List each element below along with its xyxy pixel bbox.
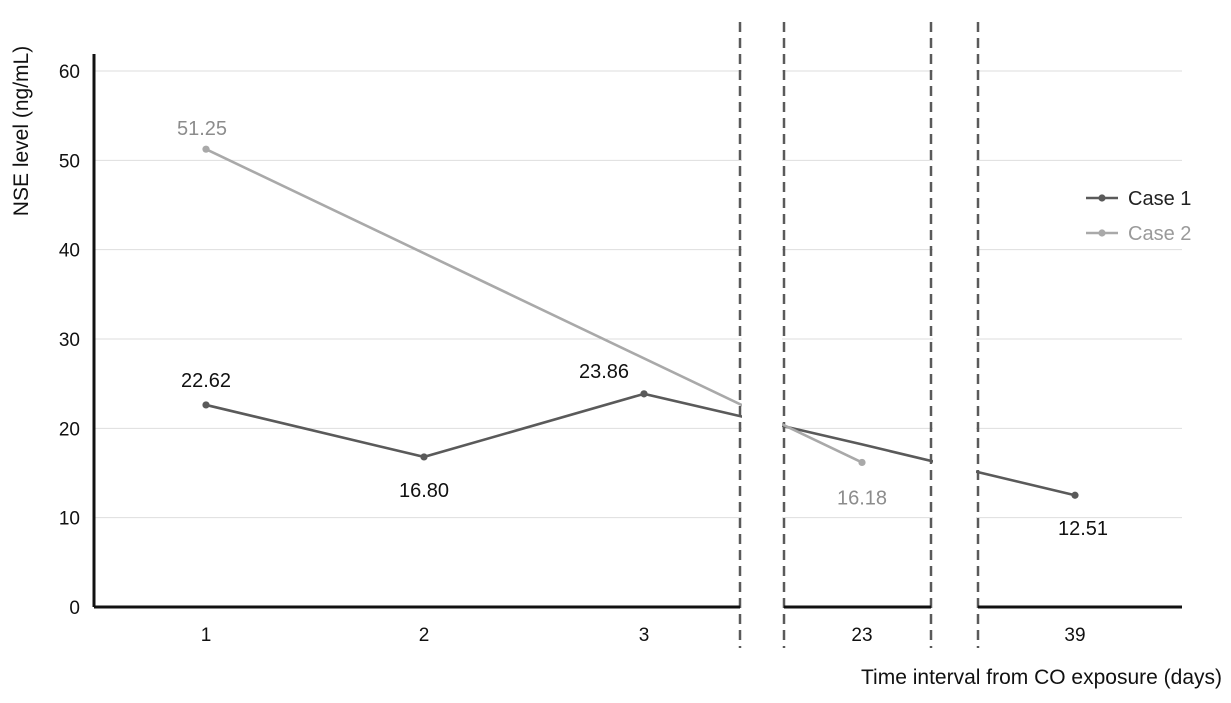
legend-marker (1098, 194, 1106, 202)
data-point (202, 401, 210, 409)
series (202, 22, 1079, 605)
break-gap (742, 22, 782, 605)
y-tick-label: 10 (59, 509, 80, 530)
data-point (1071, 491, 1079, 499)
data-point (640, 390, 648, 398)
data-labels: 22.62 16.80 23.86 12.51 51.25 16.18 (177, 118, 1108, 540)
data-point (858, 458, 866, 467)
y-tick-label: 0 (69, 598, 80, 619)
data-label: 51.25 (177, 118, 227, 140)
x-tick-label: 3 (639, 625, 650, 646)
y-tick-label: 60 (59, 62, 80, 83)
y-tick-label: 40 (59, 241, 80, 262)
data-label: 22.62 (181, 370, 231, 392)
data-point (202, 145, 210, 153)
legend-label: Case 2 (1128, 223, 1191, 245)
x-tick-label: 2 (419, 625, 430, 646)
legend: Case 1 Case 2 (1086, 188, 1191, 245)
data-label: 16.80 (399, 480, 449, 502)
data-label: 16.18 (837, 487, 887, 509)
y-tick-label: 20 (59, 419, 80, 440)
data-point (420, 453, 428, 461)
legend-marker (1098, 229, 1106, 237)
x-tick-label: 1 (201, 625, 212, 646)
data-label: 23.86 (579, 361, 629, 383)
y-tick-label: 30 (59, 330, 80, 351)
y-tick-label: 50 (59, 151, 80, 172)
break-gap (933, 22, 976, 605)
gridlines (94, 70, 1182, 519)
legend-label: Case 1 (1128, 188, 1191, 210)
y-axis-title: NSE level (ng/mL) (10, 46, 33, 216)
x-axis-title: Time interval from CO exposure (days) (861, 666, 1222, 689)
x-tick-label: 39 (1064, 625, 1085, 646)
x-tick-label: 23 (851, 625, 872, 646)
data-label: 12.51 (1058, 518, 1108, 540)
